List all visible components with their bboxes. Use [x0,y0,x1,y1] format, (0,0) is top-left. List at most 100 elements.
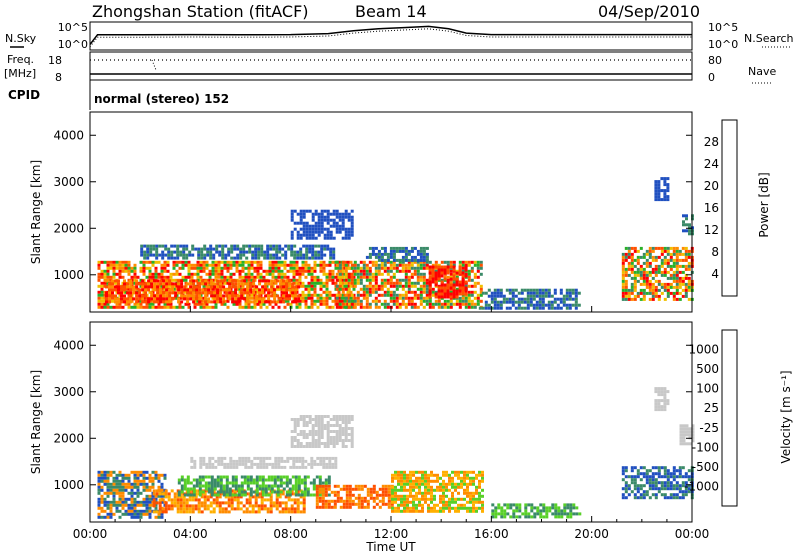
data-cell [365,263,369,267]
data-cell [256,269,260,273]
data-cell [544,294,548,298]
data-cell [314,442,318,445]
data-cell [301,293,305,297]
data-cell [387,487,391,491]
data-cell [298,305,302,309]
data-cell [225,493,229,497]
data-cell [448,500,451,504]
data-cell [197,507,201,511]
data-cell [127,503,131,507]
data-cell [517,297,521,301]
data-cell [303,490,307,494]
data-cell [277,272,281,276]
data-cell [241,459,245,463]
data-cell [112,269,116,273]
data-cell [280,272,284,276]
data-cell [458,299,462,303]
data-cell [112,500,116,504]
data-cell [577,291,581,295]
data-cell [427,506,430,510]
data-cell [374,275,378,279]
data-cell [239,256,243,260]
data-cell [514,288,518,292]
data-cell [154,503,158,507]
data-cell [344,269,348,273]
data-cell [281,253,285,257]
data-cell [206,504,210,508]
data-cell [115,476,119,480]
data-cell [508,297,512,301]
data-cell [436,473,439,477]
data-cell [106,266,110,270]
data-cell [267,297,271,301]
data-cell [320,218,324,222]
data-cell [97,278,101,282]
data-cell [331,278,335,282]
data-cell [341,445,345,448]
data-cell [157,260,161,264]
data-cell [307,462,311,466]
data-cell [240,484,244,488]
data-cell [412,509,415,513]
data-cell [446,278,450,282]
data-cell [362,275,366,279]
data-cell [155,244,159,248]
data-cell [195,478,199,482]
data-cell [684,487,688,491]
data-cell [162,279,166,283]
data-cell [213,481,217,485]
data-cell [627,493,631,497]
data-cell [401,287,405,291]
data-cell [195,484,199,488]
data-cell [152,504,156,508]
data-cell [130,503,134,507]
data-cell [307,272,311,276]
data-cell [381,499,385,503]
data-cell [217,272,221,276]
data-cell [236,501,240,505]
data-cell [374,252,378,256]
data-cell [672,273,676,277]
data-cell [377,266,381,270]
data-cell [326,430,330,433]
data-cell [326,212,330,216]
data-cell [253,296,257,300]
data-cell [460,506,463,510]
data-cell [204,282,208,286]
data-cell [425,284,429,288]
data-cell [267,475,271,479]
data-cell [278,510,282,514]
data-cell [218,501,222,505]
data-cell [577,303,581,307]
data-cell [419,302,423,306]
data-cell [274,462,278,466]
data-cell [374,281,378,285]
data-cell [335,224,339,228]
data-cell [416,260,420,264]
data-cell [419,263,423,267]
data-cell [645,475,649,479]
data-cell [127,479,131,483]
data-cell [234,282,238,286]
data-cell [317,424,321,427]
data-cell [199,269,203,273]
data-cell [341,418,345,421]
data-cell [120,288,123,292]
data-cell [365,299,369,303]
data-cell [115,506,119,510]
data-cell [340,266,344,270]
data-cell [256,456,260,460]
data-cell [156,288,160,292]
data-cell [100,497,104,501]
data-cell [654,399,658,403]
data-cell [470,299,474,303]
data-cell [633,297,637,301]
data-cell [440,260,444,264]
data-cell [362,287,366,291]
data-cell [290,442,294,445]
data-cell [323,415,327,418]
data-cell [630,255,634,259]
data-cell [198,291,202,295]
data-cell [246,481,250,485]
data-cell [290,209,294,213]
